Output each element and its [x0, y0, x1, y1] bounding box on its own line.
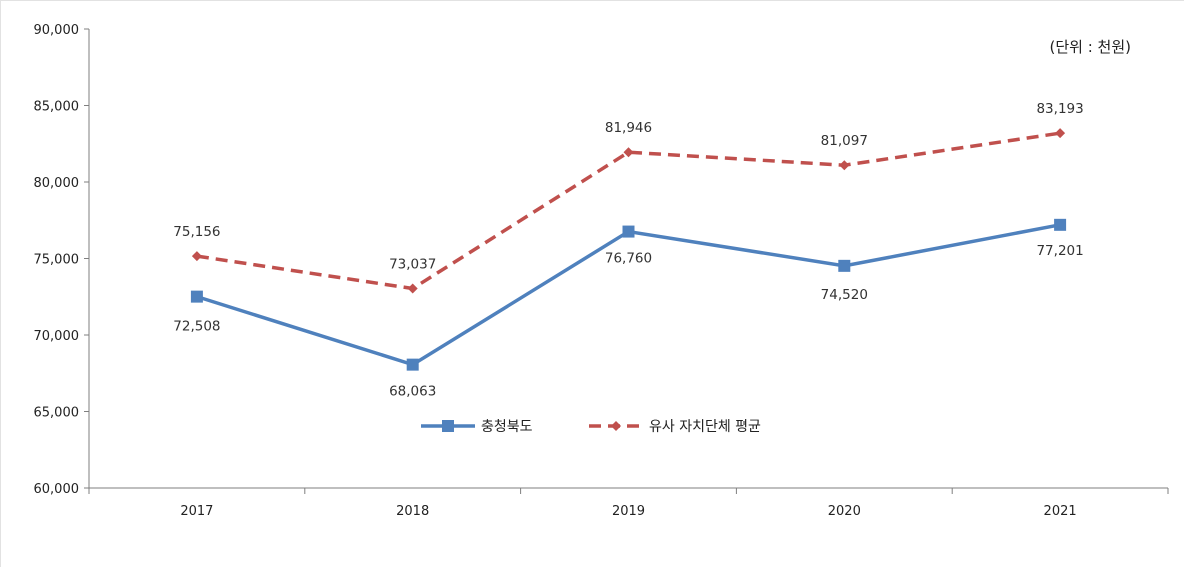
legend-marker-series-1	[442, 420, 454, 432]
data-point-marker	[839, 160, 850, 171]
data-label: 74,520	[821, 287, 868, 303]
y-tick-label: 90,000	[34, 23, 80, 38]
x-tick-label: 2017	[180, 504, 213, 519]
data-point-marker	[623, 147, 634, 158]
data-point-marker	[838, 259, 851, 272]
legend-label-series-1: 충청북도	[481, 419, 533, 435]
y-tick-label: 60,000	[34, 482, 80, 497]
data-label: 81,097	[821, 133, 868, 149]
legend-label-series-2: 유사 자치단체 평균	[649, 419, 761, 435]
y-tick-label: 65,000	[34, 406, 80, 421]
series-2: 75,156 73,037 81,946 81,097 83,193	[173, 101, 1084, 294]
y-tick-label: 80,000	[34, 176, 80, 191]
x-tick-label: 2019	[612, 504, 645, 519]
data-label: 76,760	[605, 251, 652, 267]
data-label: 75,156	[173, 224, 220, 240]
series-layer: 72,508 68,063 76,760 74,520 77,201 75,156 73,0…	[173, 101, 1083, 399]
data-point-marker	[191, 251, 202, 262]
unit-note: (단위 : 천원)	[1050, 38, 1132, 56]
data-point-marker	[407, 283, 418, 294]
data-label: 68,063	[389, 384, 436, 400]
x-tick-label: 2020	[828, 504, 861, 519]
legend-marker-series-2	[611, 421, 621, 431]
series-1: 72,508 68,063 76,760 74,520 77,201	[173, 218, 1084, 400]
data-point-marker	[406, 358, 419, 371]
data-point-marker	[1055, 128, 1066, 139]
y-tick-label: 70,000	[34, 329, 80, 344]
data-label: 77,201	[1036, 243, 1083, 259]
data-label: 81,946	[605, 120, 652, 136]
data-point-marker	[1054, 218, 1067, 231]
data-label: 72,508	[173, 319, 220, 335]
data-label: 83,193	[1036, 101, 1083, 117]
x-tick-label: 2021	[1044, 504, 1077, 519]
y-axis-ticks: 60,000 65,000 70,000 75,000 80,000 85,000 90,0…	[34, 23, 89, 497]
data-label: 73,037	[389, 257, 436, 273]
y-tick-label: 85,000	[34, 100, 80, 115]
series-line	[196, 131, 1061, 291]
legend: 충청북도 유사 자치단체 평균	[421, 419, 761, 435]
y-tick-label: 75,000	[34, 253, 80, 268]
x-axis-ticks: 2017 2018 2019 2020 2021	[88, 488, 1169, 519]
data-point-marker	[622, 225, 635, 238]
x-tick-label: 2018	[396, 504, 429, 519]
series-line	[196, 223, 1061, 367]
data-point-marker	[190, 290, 203, 303]
